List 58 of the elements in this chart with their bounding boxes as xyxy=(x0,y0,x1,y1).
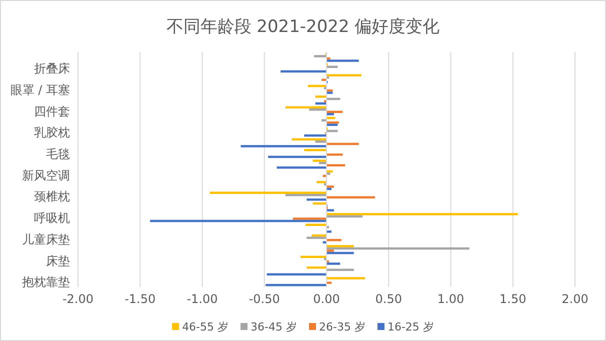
bar xyxy=(326,268,354,271)
y-tick-label: 抱枕靠垫 xyxy=(22,275,70,290)
legend-label: 46-55 岁 xyxy=(182,320,229,334)
bar xyxy=(326,74,362,76)
bar xyxy=(326,262,340,265)
bar xyxy=(316,180,326,184)
bar xyxy=(326,277,366,280)
legend-label: 26-35 岁 xyxy=(319,320,366,334)
y-tick-label: 眼罩 / 耳塞 xyxy=(10,82,70,97)
bar xyxy=(266,273,326,276)
bar xyxy=(326,196,375,198)
bar xyxy=(326,213,518,216)
legend-label: 16-25 岁 xyxy=(387,320,434,334)
x-tick-label: 1.00 xyxy=(437,292,464,306)
bar xyxy=(326,60,359,62)
bar xyxy=(315,140,326,143)
bar xyxy=(326,164,346,166)
bar xyxy=(314,55,326,58)
x-tick-label: 0.00 xyxy=(313,292,340,306)
y-tick-label: 儿童床垫 xyxy=(22,232,70,246)
x-tick-label: 1.50 xyxy=(500,292,526,306)
bar xyxy=(292,218,326,220)
x-tick-label: 0.50 xyxy=(375,292,402,306)
bar xyxy=(326,209,334,212)
bar xyxy=(326,186,334,188)
bar xyxy=(326,245,354,248)
y-tick-label: 乳胶枕 xyxy=(34,126,70,140)
bar xyxy=(240,145,326,148)
y-tick-label: 床垫 xyxy=(46,254,70,268)
bar xyxy=(312,160,326,162)
legend-label: 36-45 岁 xyxy=(250,320,297,334)
x-tick-label: -1.50 xyxy=(124,292,156,306)
bar xyxy=(305,224,326,226)
y-tick-label: 毛毯 xyxy=(46,146,70,161)
bar xyxy=(326,92,333,94)
bar xyxy=(326,113,334,116)
y-tick-label: 颈椎枕 xyxy=(34,190,70,204)
x-tick-label: 2.00 xyxy=(562,292,588,306)
bar xyxy=(268,156,326,158)
bar xyxy=(326,230,332,233)
bar xyxy=(309,108,326,111)
bar xyxy=(315,96,326,98)
bar xyxy=(326,282,332,284)
y-tick-label: 呼吸机 xyxy=(34,211,70,226)
x-tick-label: -2.00 xyxy=(62,292,94,306)
y-tick-label: 四件套 xyxy=(34,104,70,118)
bar xyxy=(322,78,326,81)
x-tick-label: -1.00 xyxy=(186,292,218,306)
bar xyxy=(322,119,326,122)
bar xyxy=(306,236,326,239)
y-tick-label: 新风空调 xyxy=(22,168,70,182)
bar xyxy=(326,250,334,252)
bar xyxy=(326,124,338,126)
x-tick-label: -0.50 xyxy=(248,292,280,306)
chart-title: 不同年龄段 2021-2022 偏好度变化 xyxy=(166,17,440,37)
bar xyxy=(210,192,326,194)
bar xyxy=(285,106,326,108)
y-tick-label: 折叠床 xyxy=(34,62,70,76)
